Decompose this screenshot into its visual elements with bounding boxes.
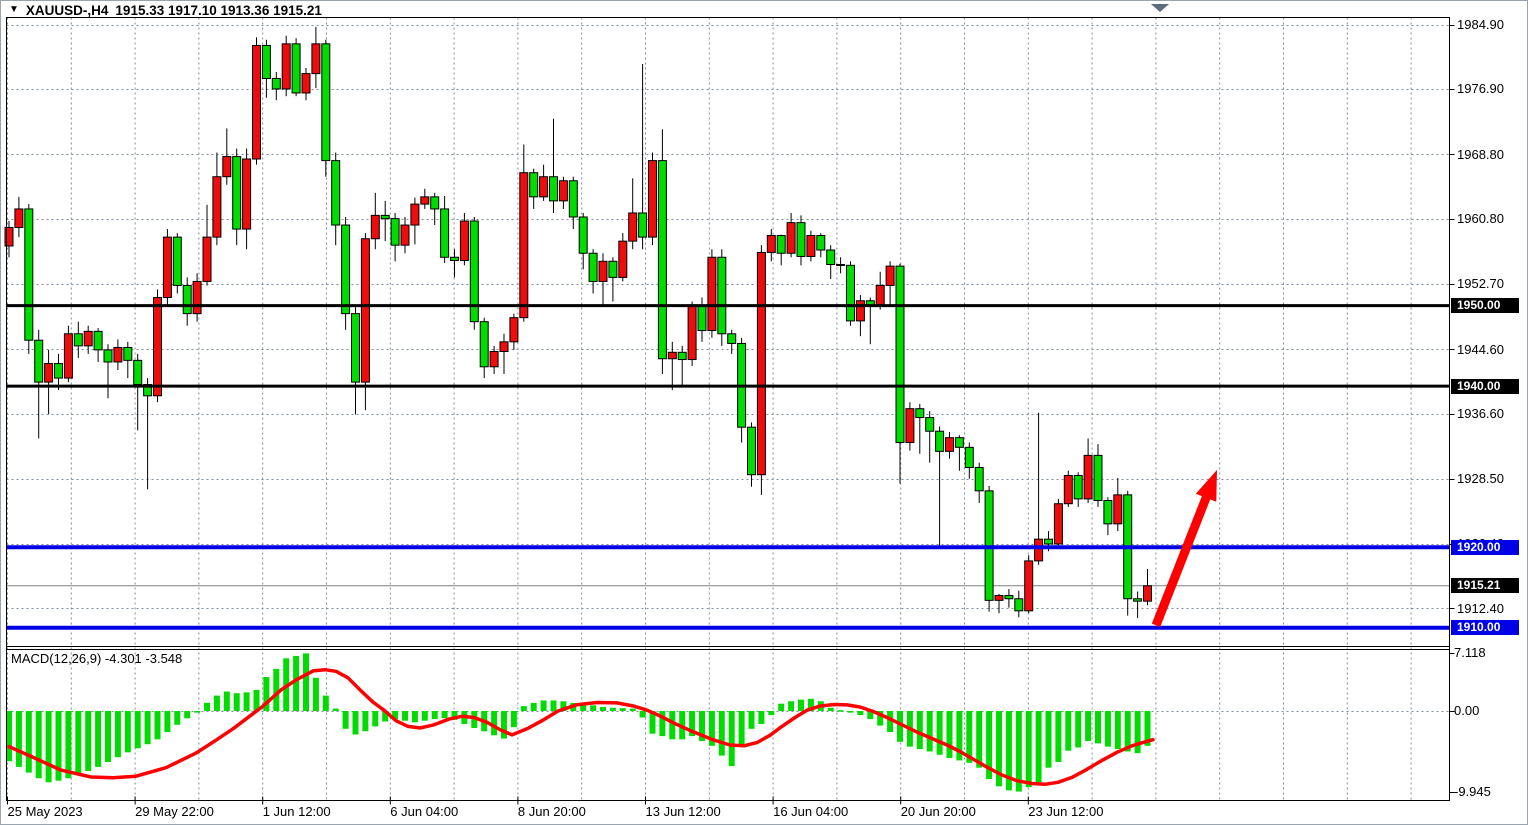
grid: [6, 17, 1450, 801]
trend-arrow[interactable]: [1151, 469, 1217, 627]
time-axis-label: 16 Jun 04:00: [773, 804, 849, 819]
price-badge-1950.00: 1950.00: [1451, 298, 1519, 314]
macd-histogram: [6, 653, 1151, 792]
price-axis-tick-label: 1952.70: [1457, 276, 1504, 292]
macd-indicator-label: MACD(12,26,9) -4.301 -3.548: [11, 651, 183, 666]
chart-shift-marker-icon[interactable]: [1151, 4, 1169, 12]
price-axis-tick-label: 1968.80: [1457, 146, 1504, 162]
price-axis-tick-label: 1960.80: [1457, 211, 1504, 227]
price-badge-1910.00: 1910.00: [1451, 620, 1519, 636]
macd-axis-label: 0.00: [1454, 703, 1480, 718]
time-axis-label: 29 May 22:00: [135, 804, 214, 819]
macd-signal-line: [7, 667, 1155, 787]
time-axis-label: 6 Jun 04:00: [390, 804, 459, 819]
price-badge-1915.21: 1915.21: [1451, 578, 1519, 594]
price-axis-tick-label: 1944.60: [1457, 341, 1504, 357]
chart-title: ▼ XAUUSD-,H4 1915.33 1917.10 1913.36 191…: [9, 3, 322, 18]
time-axis-label: 25 May 2023: [7, 804, 83, 819]
candlestick-series: [4, 26, 1152, 619]
time-axis-label: 1 Jun 12:00: [262, 804, 331, 819]
price-axis-tick-label: 1936.60: [1457, 406, 1504, 421]
time-axis-label: 23 Jun 12:00: [1028, 804, 1104, 819]
price-axis-tick-label: 1984.90: [1457, 17, 1504, 32]
symbol-period-label: XAUUSD-,H4: [25, 3, 109, 18]
macd-axis-label: -9.945: [1454, 783, 1491, 799]
price-axis-tick-label: 1976.90: [1457, 81, 1504, 97]
symbol-dropdown-icon[interactable]: ▼: [9, 4, 19, 15]
price-axis-tick-label: 1928.50: [1457, 471, 1504, 487]
ohlc-values: 1915.33 1917.10 1913.36 1915.21: [115, 3, 322, 18]
chart-frame: [6, 17, 1455, 805]
time-axis-label: 8 Jun 20:00: [517, 804, 586, 819]
price-badge-1940.00: 1940.00: [1451, 378, 1519, 394]
price-axis-tick-label: 1912.40: [1457, 600, 1504, 616]
time-axis-label: 13 Jun 12:00: [645, 804, 721, 819]
macd-axis-label: 7.118: [1454, 645, 1486, 661]
time-axis-label: 20 Jun 20:00: [900, 804, 976, 819]
price-badge-1920.00: 1920.00: [1451, 539, 1519, 555]
